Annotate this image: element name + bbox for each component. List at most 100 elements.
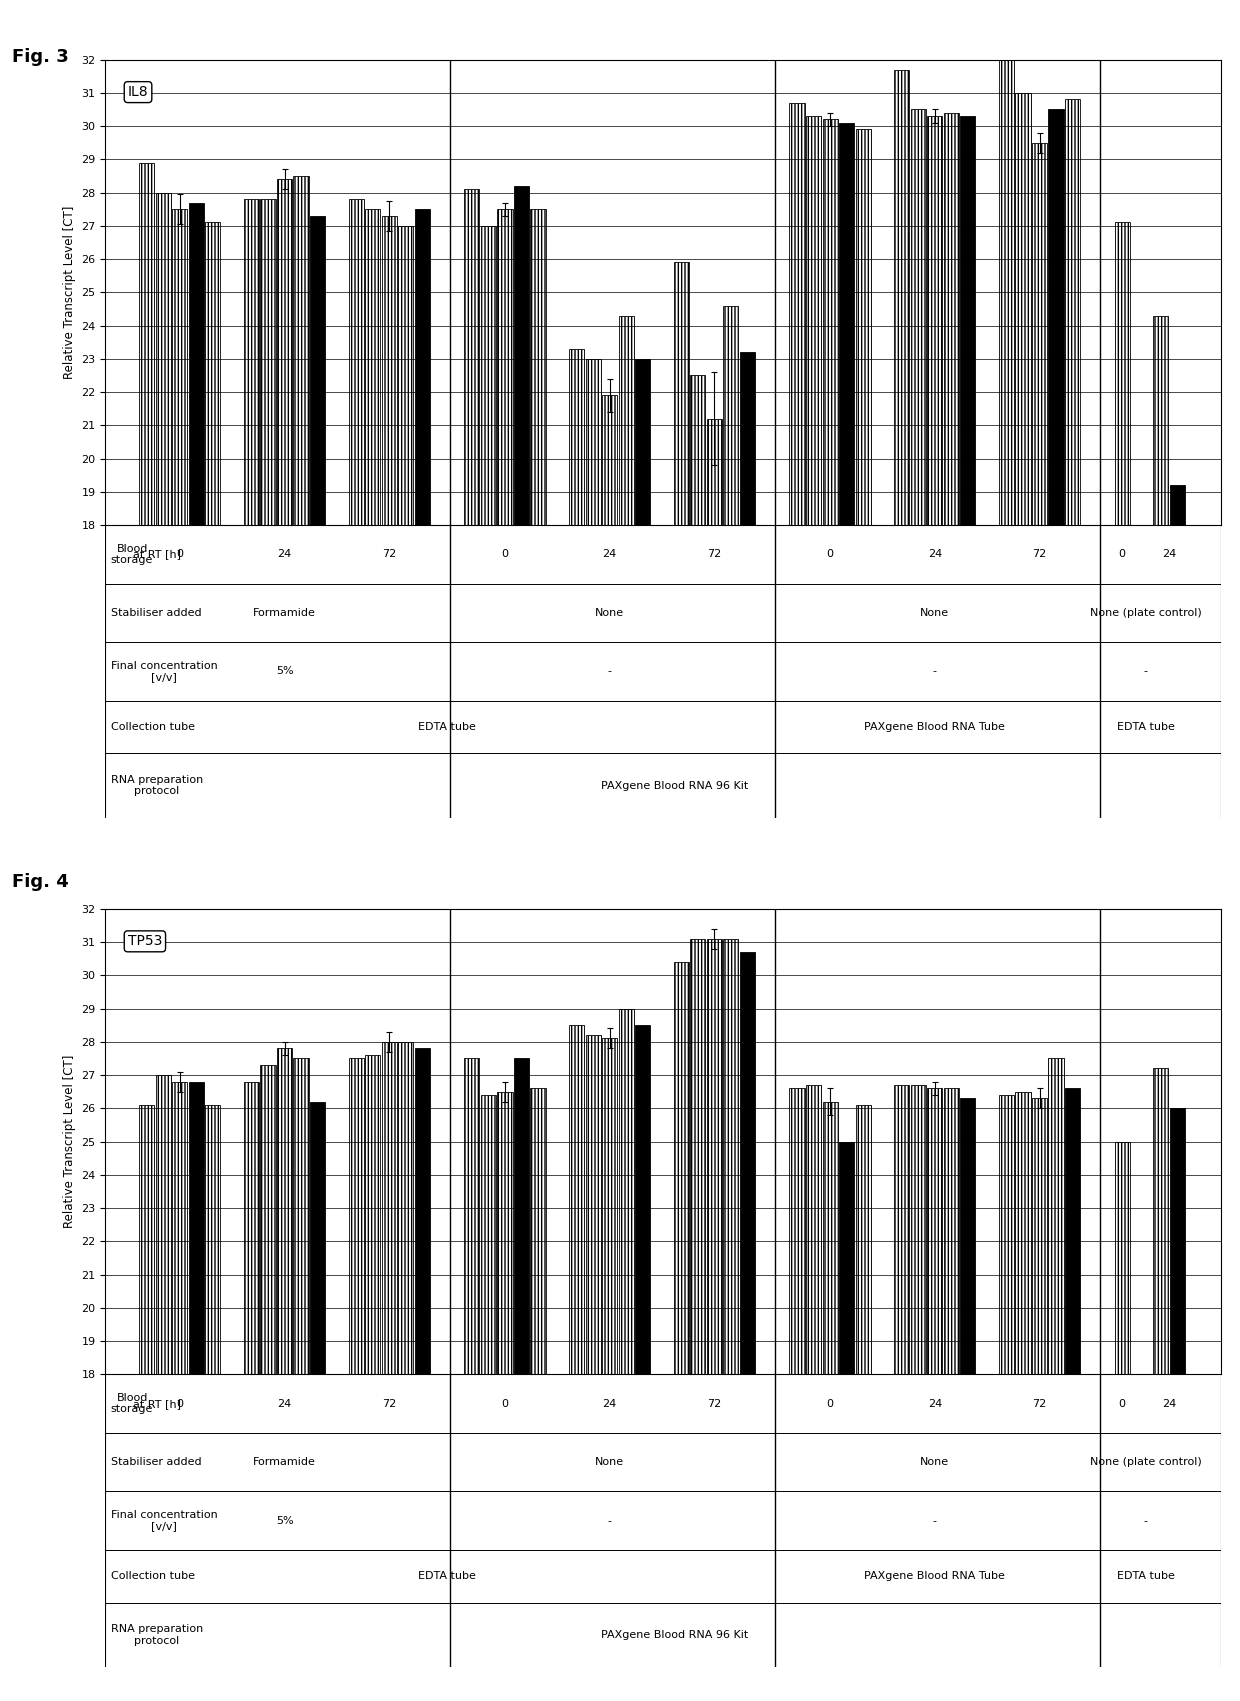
Bar xyxy=(822,119,838,526)
Bar xyxy=(1049,1058,1064,1374)
Text: 72: 72 xyxy=(1033,549,1047,560)
Text: 0: 0 xyxy=(827,549,833,560)
Bar xyxy=(723,306,739,526)
Text: 24: 24 xyxy=(278,549,291,560)
Bar xyxy=(398,226,413,526)
Text: Fig. 3: Fig. 3 xyxy=(12,48,69,66)
Bar xyxy=(894,70,909,526)
Bar xyxy=(188,1082,203,1374)
Text: None (plate control): None (plate control) xyxy=(1090,607,1202,617)
Text: 24: 24 xyxy=(928,549,942,560)
Bar xyxy=(156,1075,171,1374)
Bar xyxy=(206,223,221,526)
Bar xyxy=(348,199,363,526)
Text: Collection tube: Collection tube xyxy=(110,1572,195,1582)
Bar xyxy=(513,185,529,526)
Text: EDTA tube: EDTA tube xyxy=(1117,721,1174,731)
Bar xyxy=(1065,1089,1080,1374)
Bar xyxy=(206,1106,221,1374)
Text: Fig. 4: Fig. 4 xyxy=(12,873,69,891)
Bar xyxy=(635,1026,650,1374)
Bar xyxy=(139,1106,154,1374)
Bar xyxy=(569,349,584,526)
Bar xyxy=(790,102,805,526)
Bar xyxy=(740,352,755,526)
Bar xyxy=(260,1065,275,1374)
Text: at RT [h]: at RT [h] xyxy=(133,549,181,560)
Bar xyxy=(172,1082,187,1374)
Bar xyxy=(960,1099,976,1374)
Bar xyxy=(1169,1109,1185,1374)
Bar xyxy=(414,209,430,526)
Bar xyxy=(294,175,309,526)
Text: Formamide: Formamide xyxy=(253,607,316,617)
Bar xyxy=(277,1048,293,1374)
Text: None: None xyxy=(920,1458,950,1468)
Text: None (plate control): None (plate control) xyxy=(1090,1458,1202,1468)
Text: Blood
storage: Blood storage xyxy=(110,544,154,565)
Bar xyxy=(1115,1141,1130,1374)
Text: EDTA tube: EDTA tube xyxy=(418,1572,476,1582)
Text: EDTA tube: EDTA tube xyxy=(1117,1572,1174,1582)
Text: Stabiliser added: Stabiliser added xyxy=(110,607,202,617)
Bar xyxy=(310,216,325,526)
Bar xyxy=(1115,223,1130,526)
Bar xyxy=(910,109,926,526)
Bar xyxy=(531,209,546,526)
Bar xyxy=(999,60,1014,526)
Text: 72: 72 xyxy=(382,549,397,560)
Bar xyxy=(398,1041,413,1374)
Text: Blood
storage: Blood storage xyxy=(110,1393,154,1415)
Bar xyxy=(806,1085,821,1374)
Bar xyxy=(944,112,959,526)
Bar xyxy=(822,1102,838,1374)
Bar xyxy=(139,163,154,526)
Bar xyxy=(839,1141,854,1374)
Bar xyxy=(1049,109,1064,526)
Bar xyxy=(960,116,976,526)
Text: 24: 24 xyxy=(1162,549,1177,560)
Text: Collection tube: Collection tube xyxy=(110,721,195,731)
Bar xyxy=(1153,1068,1168,1374)
Text: 0: 0 xyxy=(176,1398,184,1408)
Text: 24: 24 xyxy=(603,549,616,560)
Text: 24: 24 xyxy=(928,1398,942,1408)
Text: 72: 72 xyxy=(707,549,722,560)
Bar xyxy=(999,1095,1014,1374)
Text: -: - xyxy=(608,667,611,677)
Text: RNA preparation
protocol: RNA preparation protocol xyxy=(110,1624,203,1645)
Bar xyxy=(497,209,512,526)
Bar xyxy=(481,1095,496,1374)
Text: Stabiliser added: Stabiliser added xyxy=(110,1458,202,1468)
Text: 0: 0 xyxy=(1118,1398,1126,1408)
Bar xyxy=(260,199,275,526)
Text: -: - xyxy=(1143,1516,1148,1526)
Text: 0: 0 xyxy=(176,549,184,560)
Bar xyxy=(244,199,259,526)
Bar xyxy=(585,1036,600,1374)
Bar xyxy=(172,209,187,526)
Text: Final concentration
[v/v]: Final concentration [v/v] xyxy=(110,660,218,682)
Bar xyxy=(585,359,600,526)
Bar xyxy=(856,129,870,526)
Bar xyxy=(928,116,942,526)
Text: PAXgene Blood RNA 96 Kit: PAXgene Blood RNA 96 Kit xyxy=(601,781,748,791)
Bar xyxy=(1032,143,1047,526)
Y-axis label: Relative Transcript Level [CT]: Relative Transcript Level [CT] xyxy=(63,1055,76,1228)
Bar xyxy=(691,939,706,1374)
Bar xyxy=(382,216,397,526)
Text: EDTA tube: EDTA tube xyxy=(418,721,476,731)
Bar xyxy=(1032,1099,1047,1374)
Text: 72: 72 xyxy=(1033,1398,1047,1408)
Bar xyxy=(707,939,722,1374)
Bar xyxy=(382,1041,397,1374)
Bar xyxy=(244,1082,259,1374)
Text: 0: 0 xyxy=(1118,549,1126,560)
Text: 0: 0 xyxy=(501,1398,508,1408)
Text: 5%: 5% xyxy=(275,667,294,677)
Text: -: - xyxy=(608,1516,611,1526)
Bar xyxy=(673,262,689,526)
Text: RNA preparation
protocol: RNA preparation protocol xyxy=(110,774,203,796)
Text: IL8: IL8 xyxy=(128,85,149,99)
Text: None: None xyxy=(595,607,624,617)
